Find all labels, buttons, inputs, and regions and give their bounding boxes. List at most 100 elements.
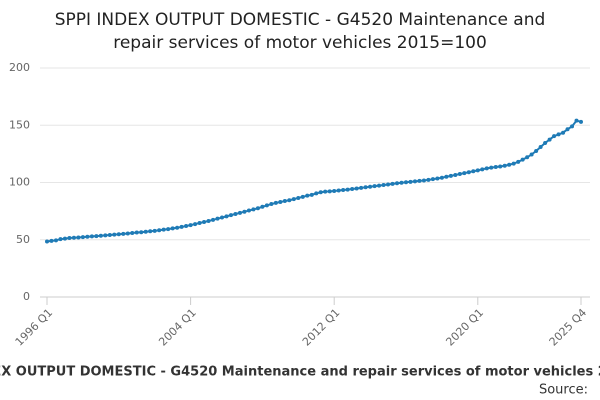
data-point: [341, 188, 346, 193]
data-point: [543, 140, 548, 145]
data-point: [202, 220, 207, 225]
data-point: [363, 185, 368, 190]
data-point: [179, 224, 184, 229]
data-point: [228, 213, 233, 218]
data-point: [448, 173, 453, 178]
data-point: [350, 187, 355, 192]
data-point: [45, 239, 49, 244]
data-point: [211, 217, 216, 222]
data-point: [157, 228, 162, 233]
data-point: [561, 130, 566, 135]
data-point: [125, 231, 130, 236]
data-point: [300, 194, 305, 199]
y-tick-label: 0: [23, 290, 30, 303]
y-tick-label: 200: [9, 61, 30, 74]
data-point: [444, 174, 449, 179]
data-point: [98, 233, 103, 238]
data-point: [484, 166, 489, 171]
data-point: [197, 221, 202, 226]
data-point: [94, 234, 99, 239]
data-point: [390, 181, 395, 186]
data-point: [493, 165, 498, 170]
y-tick-label: 150: [9, 118, 30, 131]
y-tick-label: 50: [16, 233, 30, 246]
data-point: [134, 230, 139, 235]
data-point: [426, 177, 431, 182]
data-point: [152, 228, 157, 233]
data-point: [462, 171, 467, 176]
data-point: [278, 199, 283, 204]
data-point: [359, 185, 364, 190]
data-point: [206, 218, 211, 223]
data-point: [58, 237, 63, 242]
data-point: [121, 231, 126, 236]
data-point: [430, 177, 435, 182]
y-tick-label: 100: [9, 176, 30, 189]
data-point: [273, 200, 278, 205]
data-point: [166, 227, 171, 232]
data-point: [89, 234, 94, 239]
data-point: [53, 238, 58, 243]
data-point: [71, 235, 76, 240]
data-point: [220, 215, 225, 220]
data-point: [475, 168, 480, 173]
data-point: [62, 236, 67, 241]
data-point: [188, 223, 193, 228]
data-point: [489, 165, 494, 170]
data-point: [412, 179, 417, 184]
data-point: [354, 186, 359, 191]
data-point: [184, 224, 189, 229]
data-point: [143, 229, 148, 234]
data-point: [67, 236, 72, 241]
data-point: [175, 225, 180, 230]
x-tick-label: 2012 Q1: [300, 306, 343, 349]
chart-title: SPPI INDEX OUTPUT DOMESTIC - G4520 Maint…: [55, 10, 546, 30]
data-point: [161, 227, 166, 232]
data-point: [255, 206, 260, 211]
data-point: [368, 184, 373, 189]
data-point: [336, 188, 341, 193]
data-point: [399, 180, 404, 185]
data-point: [386, 182, 391, 187]
data-point: [421, 178, 426, 183]
data-point: [107, 233, 112, 238]
data-point: [439, 175, 444, 180]
data-point: [417, 178, 422, 183]
data-point: [381, 183, 386, 188]
data-point: [246, 208, 251, 213]
data-point: [408, 179, 413, 184]
data-point: [377, 183, 382, 188]
data-point: [291, 197, 296, 202]
data-point: [435, 176, 440, 181]
data-point: [130, 230, 135, 235]
data-point: [309, 192, 314, 197]
caption: SPPI INDEX OUTPUT DOMESTIC - G4520 Maint…: [0, 365, 600, 380]
source: Source:: [539, 383, 588, 398]
chart-title: repair services of motor vehicles 2015=1…: [113, 33, 487, 53]
data-point: [139, 230, 144, 235]
data-point: [345, 187, 350, 192]
data-point: [85, 234, 90, 239]
data-point: [318, 190, 323, 195]
data-point: [264, 203, 269, 208]
data-point: [395, 181, 400, 186]
data-point: [579, 119, 583, 124]
data-point: [471, 169, 476, 174]
data-point: [233, 211, 238, 216]
data-point: [466, 170, 471, 175]
data-point: [570, 124, 575, 129]
data-point: [314, 191, 319, 196]
data-point: [547, 137, 552, 142]
data-point: [193, 222, 198, 227]
data-point: [103, 233, 108, 238]
data-point: [296, 195, 301, 200]
data-point: [529, 152, 534, 157]
data-point: [403, 180, 408, 185]
data-point: [565, 127, 570, 132]
data-point: [457, 172, 462, 177]
data-point: [148, 229, 153, 234]
data-point: [224, 214, 229, 219]
data-point: [498, 164, 503, 169]
data-point: [287, 198, 292, 203]
